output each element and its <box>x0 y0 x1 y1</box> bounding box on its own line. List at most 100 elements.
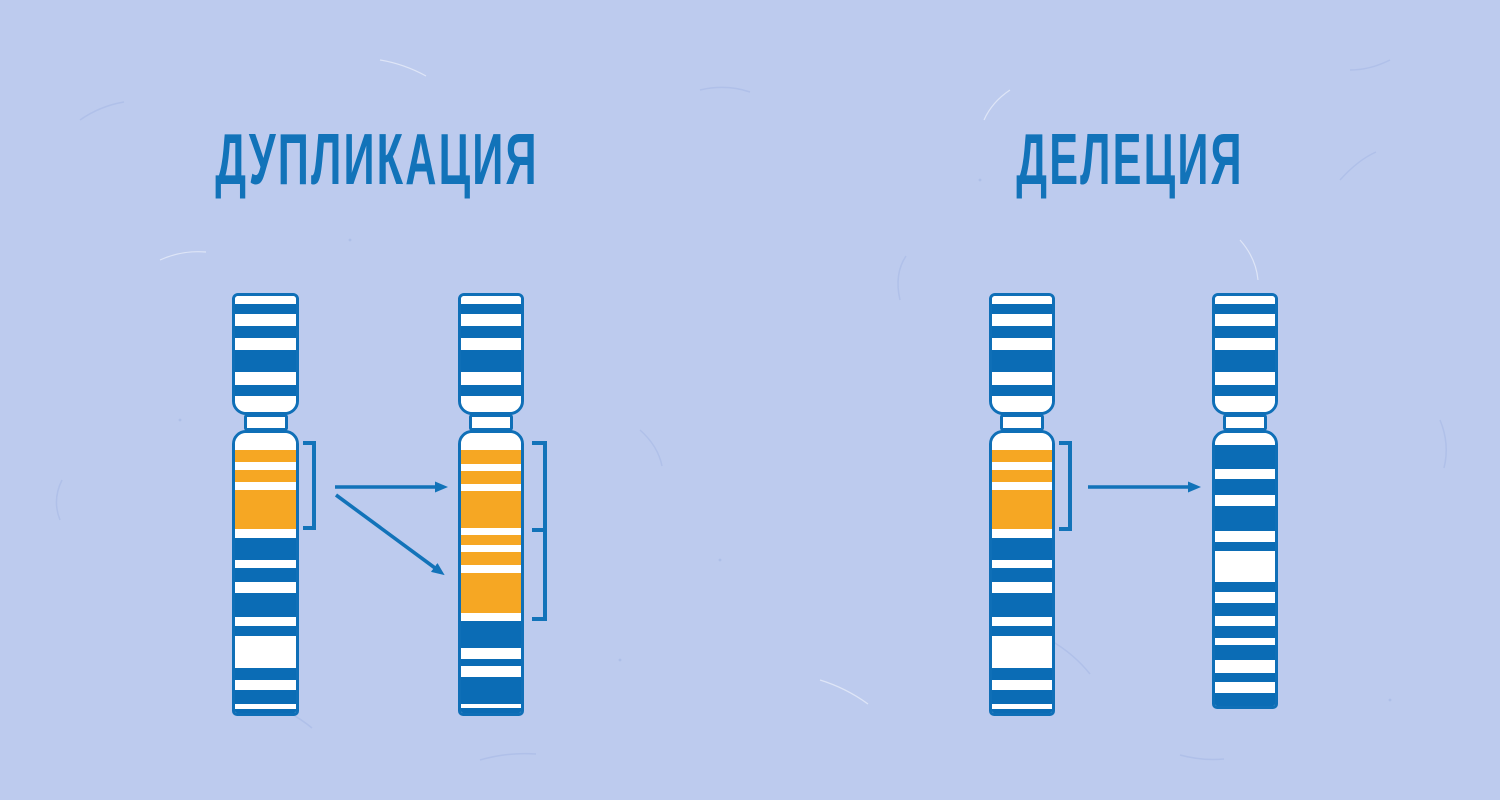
chromosome-band-blue <box>1215 581 1275 593</box>
duplication-source-bracket <box>303 441 316 530</box>
chromosome-band-white <box>235 337 296 351</box>
chromosome-band-white <box>461 296 521 304</box>
chromosome-band-orange <box>461 573 521 614</box>
chromosome-band-white <box>1215 615 1275 626</box>
chromosome-band-blue <box>1215 385 1275 396</box>
chromosome-band-blue <box>461 621 521 649</box>
chromosome-band-blue <box>235 592 296 618</box>
chromosome-band-blue <box>461 326 521 338</box>
chromosome-band-white <box>992 679 1052 690</box>
chromosome-band-blue <box>461 676 521 705</box>
chromosome-short-arm <box>458 293 524 415</box>
chromosome-band-white <box>235 462 296 471</box>
chromosome-band-white <box>1215 395 1275 412</box>
chromosome-band-white <box>235 581 296 593</box>
chromosome-band-white <box>235 314 296 327</box>
chromosome-band-white <box>235 296 296 304</box>
chromosome-band-orange <box>461 449 521 465</box>
chromosome-band-orange <box>992 489 1052 529</box>
chromosome-band-blue <box>1215 672 1275 683</box>
chromosome-band-orange <box>235 489 296 529</box>
chromosome-band-white <box>992 528 1052 538</box>
chromosome-band-white <box>992 462 1052 471</box>
chromosome-band-orange <box>235 470 296 482</box>
chromosome-band-blue <box>1215 645 1275 660</box>
chromosome-band-blue <box>235 537 296 561</box>
chromosome-band-white <box>461 704 521 709</box>
deletion-source-bracket <box>1059 441 1072 531</box>
chromosome-band-white <box>235 679 296 690</box>
chromosome-band-blue <box>235 709 296 713</box>
chromosome-band-white <box>1215 659 1275 673</box>
duplication-arrow-duplicated-copy <box>334 493 445 576</box>
chromosome-band-blue <box>1215 478 1275 495</box>
chromosome-band-blue <box>461 303 521 315</box>
chromosome-band-blue <box>1215 326 1275 338</box>
chromosome-band-white <box>1215 494 1275 507</box>
chromosome-band-white <box>461 337 521 351</box>
chromosome-band-blue <box>235 625 296 636</box>
chromosome-band-white <box>235 528 296 538</box>
chromosome-band-blue <box>461 385 521 396</box>
chromosome-band-blue <box>992 537 1052 561</box>
chromosome-band-white <box>1215 469 1275 479</box>
chromosome-band-white <box>992 635 1052 668</box>
chromosome-band-white <box>461 527 521 535</box>
chromosome-band-white <box>1215 682 1275 694</box>
chromosome-band-white <box>992 704 1052 710</box>
chromosome-band-white <box>461 613 521 621</box>
chromosome-band-blue <box>461 708 521 713</box>
chromosome-short-arm <box>232 293 299 415</box>
chromosome-band-blue <box>992 385 1052 396</box>
chromosome-band-white <box>235 560 296 569</box>
chromosome-band-white <box>992 560 1052 569</box>
chromosome-band-white <box>461 544 521 553</box>
chromosome-band-white <box>235 372 296 386</box>
chromosome-band-white <box>235 481 296 490</box>
chromosome-band-white <box>1215 638 1275 646</box>
duplication-title: ДУПЛИКАЦИЯ <box>215 120 539 200</box>
chromosome-long-arm <box>1212 430 1278 709</box>
chromosome-band-white <box>1215 296 1275 304</box>
chromosome-band-orange <box>992 449 1052 463</box>
chromosome-band-blue <box>1215 350 1275 373</box>
chromosome-band-white <box>235 635 296 668</box>
chromosome-band-white <box>461 433 521 450</box>
chromosome-band-blue <box>1215 625 1275 639</box>
chromosome-long-arm <box>989 430 1055 716</box>
chromosome-band-white <box>1215 314 1275 327</box>
centromere <box>469 414 513 431</box>
chromosome-band-blue <box>1215 444 1275 470</box>
chromosome-band-white <box>235 395 296 412</box>
chromosome-band-blue <box>1215 541 1275 552</box>
chromosome-band-white <box>992 337 1052 351</box>
chromosome-band-white <box>1215 433 1275 445</box>
chromosome-band-orange <box>461 534 521 545</box>
chromosome-band-white <box>235 433 296 450</box>
centromere <box>243 414 288 431</box>
chromosome-band-blue <box>461 350 521 373</box>
chromosome-band-white <box>461 372 521 386</box>
chromosome-band-blue <box>992 568 1052 582</box>
chromosome-band-blue <box>235 689 296 705</box>
chromosome-band-white <box>992 581 1052 593</box>
chromosome-band-orange <box>461 552 521 566</box>
chromosome-band-white <box>235 617 296 626</box>
chromosome-band-blue <box>992 326 1052 338</box>
chromosome-band-blue <box>461 659 521 667</box>
chromosome-band-orange <box>235 449 296 463</box>
chromosome-band-blue <box>992 350 1052 373</box>
chromosome-band-white <box>1215 372 1275 386</box>
chromosome-short-arm <box>1212 293 1278 415</box>
centromere <box>1000 414 1044 431</box>
chromosome-band-white <box>992 372 1052 386</box>
chromosome-band-white <box>992 296 1052 304</box>
chromosome-band-white <box>992 395 1052 412</box>
duplication-result-bracket <box>532 441 547 621</box>
chromosome-band-white <box>992 433 1052 450</box>
chromosome-band-blue <box>235 667 296 680</box>
chromosome-band-blue <box>1215 603 1275 616</box>
chromosome-band-white <box>461 483 521 491</box>
chromosome-band-white <box>1215 551 1275 582</box>
